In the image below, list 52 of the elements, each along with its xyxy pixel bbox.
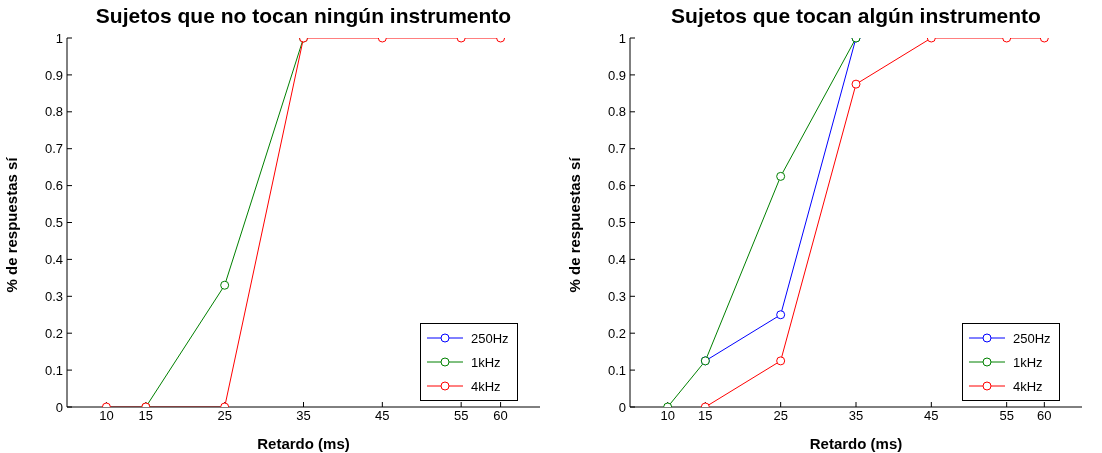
y-tick-label: 0.4 <box>607 252 626 268</box>
x-tick-label: 15 <box>138 408 154 424</box>
point <box>220 280 230 290</box>
x-tick-label: 60 <box>1037 408 1052 424</box>
y-tick-label: 0.7 <box>44 141 63 157</box>
point <box>776 171 786 181</box>
legend-label: 4kHz <box>1013 378 1043 394</box>
y-tick-label: 0.6 <box>44 178 63 194</box>
y-tick-label: 0.6 <box>607 178 626 194</box>
legend-label: 250Hz <box>1013 330 1051 346</box>
x-axis-title: Retardo (ms) <box>809 435 903 452</box>
y-tick-label: 0.2 <box>44 325 63 341</box>
legend-label: 1kHz <box>471 354 501 370</box>
y-tick-label: 0.3 <box>607 288 626 304</box>
y-tick-label: 0 <box>55 399 63 415</box>
y-tick-label: 0.1 <box>44 362 63 378</box>
x-axis-title: Retardo (ms) <box>257 435 350 452</box>
x-tick-label: 55 <box>453 408 469 424</box>
y-tick-label: 0.5 <box>607 215 626 231</box>
y-axis-title: % de respuestas sí <box>566 156 584 293</box>
x-tick-label: 45 <box>375 408 390 424</box>
x-tick-label: 35 <box>848 408 864 424</box>
y-tick-label: 0.9 <box>44 67 63 83</box>
y-tick-label: 0.4 <box>44 252 63 268</box>
y-tick-label: 0.2 <box>607 325 626 341</box>
y-axis-title: % de respuestas sí <box>3 156 21 293</box>
x-tick-label: 45 <box>924 408 939 424</box>
x-tick-label: 25 <box>773 408 788 424</box>
x-tick-label: 35 <box>296 408 311 424</box>
chart-title: Sujetos que tocan algún instrumento <box>670 4 1042 28</box>
y-tick-label: 1 <box>618 30 626 46</box>
y-tick-label: 0.8 <box>44 104 63 120</box>
x-tick-label: 55 <box>999 408 1014 424</box>
legend-label: 1kHz <box>1013 354 1043 370</box>
x-tick-label: 15 <box>698 408 713 424</box>
x-tick-label: 10 <box>660 408 675 424</box>
y-tick-label: 0.1 <box>607 362 626 378</box>
y-tick-label: 0 <box>618 399 626 415</box>
y-tick-label: 0.9 <box>607 67 626 83</box>
y-tick-label: 0.3 <box>44 288 63 304</box>
y-tick-label: 0.8 <box>607 104 626 120</box>
y-tick-label: 0.7 <box>607 141 626 157</box>
x-tick-label: 25 <box>217 408 232 424</box>
legend-label: 4kHz <box>471 378 501 394</box>
y-tick-label: 0.5 <box>44 215 63 231</box>
x-tick-label: 60 <box>493 408 508 424</box>
point <box>776 356 786 366</box>
chart-title: Sujetos que no tocan ningún instrumento <box>94 4 513 28</box>
legend-label: 250Hz <box>471 330 509 346</box>
point <box>776 310 786 320</box>
y-tick-label: 1 <box>55 30 63 46</box>
x-tick-label: 10 <box>99 408 114 424</box>
